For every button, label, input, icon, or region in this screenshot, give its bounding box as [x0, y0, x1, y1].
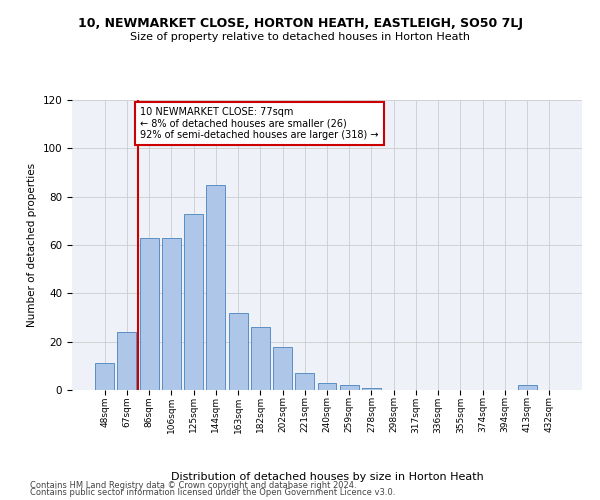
Bar [251, 327, 270, 390]
Bar [140, 238, 158, 390]
Bar [518, 385, 536, 390]
Bar [184, 214, 203, 390]
Bar [118, 332, 136, 390]
Text: 10 NEWMARKET CLOSE: 77sqm
← 8% of detached houses are smaller (26)
92% of semi-d: 10 NEWMARKET CLOSE: 77sqm ← 8% of detach… [140, 108, 379, 140]
Y-axis label: Number of detached properties: Number of detached properties [27, 163, 37, 327]
Bar [273, 346, 292, 390]
Text: Contains HM Land Registry data © Crown copyright and database right 2024.: Contains HM Land Registry data © Crown c… [30, 480, 356, 490]
Bar [317, 383, 337, 390]
Bar [340, 385, 359, 390]
Bar [162, 238, 181, 390]
Bar [295, 373, 314, 390]
Text: 10, NEWMARKET CLOSE, HORTON HEATH, EASTLEIGH, SO50 7LJ: 10, NEWMARKET CLOSE, HORTON HEATH, EASTL… [77, 18, 523, 30]
Bar [95, 364, 114, 390]
Text: Distribution of detached houses by size in Horton Heath: Distribution of detached houses by size … [170, 472, 484, 482]
Bar [206, 184, 225, 390]
Text: Contains public sector information licensed under the Open Government Licence v3: Contains public sector information licen… [30, 488, 395, 497]
Bar [229, 312, 248, 390]
Text: Size of property relative to detached houses in Horton Heath: Size of property relative to detached ho… [130, 32, 470, 42]
Bar [362, 388, 381, 390]
